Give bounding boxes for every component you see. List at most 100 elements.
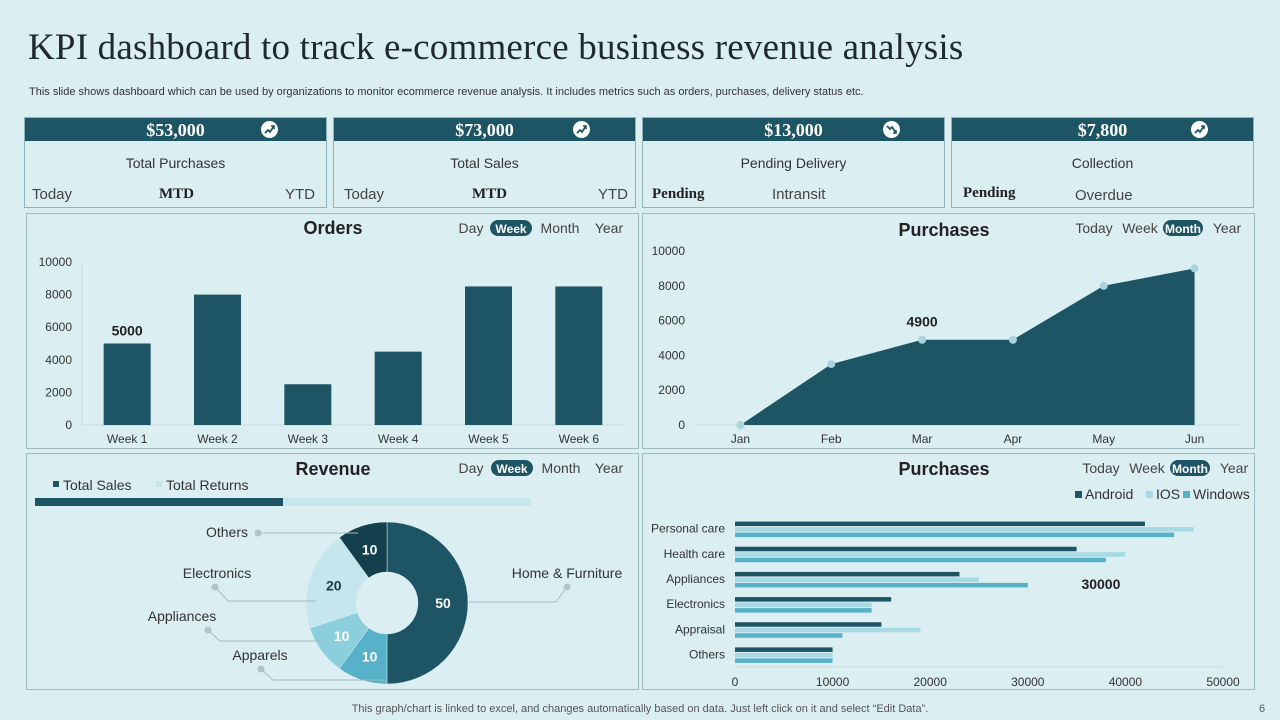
x-tick-label: Jun (1185, 432, 1204, 446)
bar-ios-appliances (735, 577, 979, 582)
bar-week-3 (284, 384, 332, 425)
slice-category-label: Electronics (183, 565, 251, 581)
x-tick-label: 10000 (816, 675, 850, 689)
bar-android-others (735, 647, 833, 652)
kpi-option-pending[interactable]: Pending (652, 186, 705, 202)
filter-today[interactable]: Today (1082, 460, 1119, 476)
chart-title: Purchases (898, 459, 989, 479)
revenue-chart: Revenue Day Week Month Year Total Sales Total … (35, 459, 624, 685)
revenue-panel: Revenue Day Week Month Year Total Sales Total … (26, 453, 639, 690)
kpi-option-pending[interactable]: Pending (963, 185, 1016, 201)
x-tick-label: Week 3 (288, 432, 329, 446)
filter-year[interactable]: Year (595, 220, 624, 236)
bar-windows-appraisal (735, 633, 843, 638)
data-label: 5000 (112, 323, 143, 339)
filter-week[interactable]: Week (496, 462, 527, 476)
kpi-label: Total Sales (450, 155, 519, 171)
bar-week-2 (194, 294, 241, 425)
bar-windows-health-care (735, 557, 1106, 563)
y-tick-label: Others (689, 647, 725, 661)
x-tick-label: Apr (1004, 432, 1023, 446)
kpi-option-today[interactable]: Today (344, 186, 385, 203)
trend-up-icon (1191, 121, 1208, 138)
kpi-card-total-purchases: $53,000 Total Purchases Today MTD YTD (24, 117, 327, 208)
kpi-option-overdue[interactable]: Overdue (1075, 187, 1133, 204)
kpi-option-mtd[interactable]: MTD (472, 186, 507, 202)
slice-category-label: Others (206, 524, 248, 540)
bar-week-6 (555, 286, 603, 425)
kpi-option-mtd[interactable]: MTD (159, 186, 194, 202)
data-point-jan (736, 421, 745, 429)
leader-line (469, 586, 568, 603)
filter-month[interactable]: Month (542, 460, 581, 476)
chart-title: Revenue (295, 459, 370, 479)
leader-line (214, 586, 316, 602)
kpi-option-today[interactable]: Today (32, 186, 73, 203)
filter-today[interactable]: Today (1075, 220, 1112, 236)
slice-value-label: 10 (362, 542, 378, 558)
kpi-label: Collection (1071, 155, 1134, 171)
filter-year[interactable]: Year (1213, 220, 1242, 236)
filter-month[interactable]: Month (541, 220, 580, 236)
x-tick-label: Week 1 (107, 432, 148, 446)
data-point-mar (918, 335, 927, 344)
legend-swatch-ios (1146, 491, 1153, 498)
kpi-option-intransit[interactable]: Intransit (772, 186, 826, 203)
legend-label: IOS (1156, 486, 1180, 502)
orders-chart: Orders Day Week Month Year 0 2000 4000 6000 8000 1… (39, 218, 624, 446)
chart-title: Orders (303, 218, 362, 238)
x-tick-label: 0 (732, 675, 739, 689)
kpi-option-ytd[interactable]: YTD (598, 186, 628, 203)
bar-ios-personal-care (735, 527, 1194, 532)
bar-windows-electronics (735, 608, 872, 613)
legend-swatch-total-returns (156, 481, 162, 487)
slice-value-label: 20 (326, 578, 342, 594)
purchases-bar-panel: Purchases Today Week Month Year Android IOS Win… (642, 453, 1255, 690)
filter-week[interactable]: Week (495, 222, 526, 236)
kpi-label: Pending Delivery (740, 155, 847, 171)
legend-label: Total Sales (63, 477, 131, 493)
y-tick-label: 10000 (652, 244, 686, 258)
x-tick-label: Mar (912, 432, 933, 446)
kpi-value: $13,000 (764, 120, 823, 140)
filter-month[interactable]: Month (1172, 462, 1208, 476)
page-number: 6 (1259, 703, 1266, 715)
y-tick-label: Appraisal (675, 622, 725, 636)
progress-fill-total-sales (35, 498, 283, 506)
filter-month[interactable]: Month (1165, 222, 1201, 236)
legend-swatch-android (1075, 491, 1082, 498)
x-tick-label: 20000 (914, 675, 948, 689)
page-subtitle: This slide shows dashboard which can be … (29, 86, 864, 98)
slice-category-label: Appliances (148, 608, 217, 624)
leader-line (260, 668, 387, 681)
filter-pill-active (1170, 460, 1210, 476)
leader-dot (257, 665, 265, 673)
filter-year[interactable]: Year (1220, 460, 1249, 476)
filter-day[interactable]: Day (459, 220, 484, 236)
x-tick-label: Week 4 (378, 432, 419, 446)
filter-week[interactable]: Week (1129, 460, 1166, 476)
legend-label: Total Returns (166, 477, 248, 493)
filter-day[interactable]: Day (459, 460, 484, 476)
slice-category-label: Home & Furniture (512, 565, 623, 581)
trend-up-icon (573, 121, 590, 138)
bar-ios-electronics (735, 602, 872, 608)
purchases-bar-chart: Purchases Today Week Month Year Android IOS Win… (651, 459, 1250, 689)
filter-year[interactable]: Year (595, 460, 624, 476)
kpi-card-pending-delivery: $13,000 Pending Delivery Pending Intrans… (642, 117, 945, 208)
y-tick-label: 4000 (658, 348, 685, 362)
trend-down-icon (883, 121, 900, 138)
bar-android-health-care (735, 546, 1077, 552)
y-tick-label: 8000 (45, 288, 72, 302)
chart-title: Purchases (898, 220, 989, 240)
y-tick-label: 2000 (658, 383, 685, 397)
slice-value-label: 10 (362, 648, 378, 664)
x-tick-label: Week 2 (197, 432, 238, 446)
y-tick-label: 4000 (45, 353, 72, 367)
kpi-option-ytd[interactable]: YTD (285, 186, 315, 203)
kpi-card-total-sales: $73,000 Total Sales Today MTD YTD (333, 117, 636, 208)
bar-week-5 (465, 286, 512, 425)
y-tick-label: 0 (678, 418, 685, 432)
filter-week[interactable]: Week (1122, 220, 1159, 236)
bar-week-4 (374, 351, 422, 425)
